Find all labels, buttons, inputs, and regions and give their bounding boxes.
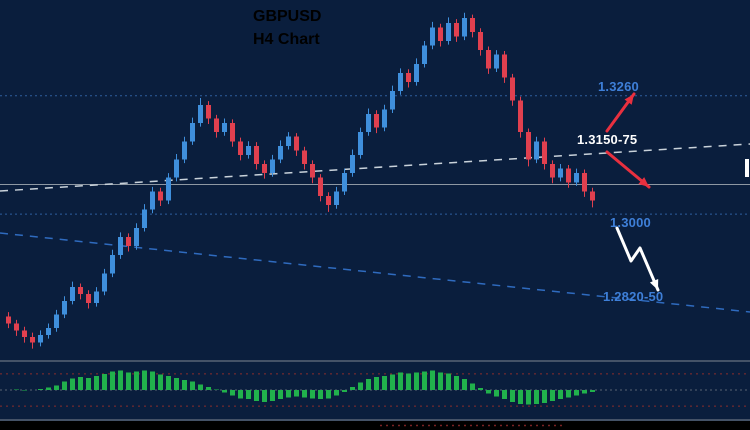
lower-support-zone-label: 1.2820-50: [603, 289, 664, 304]
chart-symbol-title: GBPUSD: [253, 8, 322, 25]
horizontal-levels-layer: [0, 95, 750, 215]
panel-separators-layer: [0, 159, 750, 430]
trendlines-layer: [0, 143, 750, 313]
scenario-arrows-layer: [605, 92, 660, 292]
chart-timeframe-title: H4 Chart: [253, 31, 320, 48]
candlestick-series: [6, 12, 595, 349]
breakdown-scenario-arrow: [615, 226, 660, 292]
bearish-scenario-arrow: [605, 150, 651, 189]
osma-histogram-series: [0, 370, 750, 407]
supply-zone-label: 1.3150-75: [577, 132, 638, 147]
bullish-scenario-arrow: [605, 92, 636, 133]
support-level-label: 1.3000: [610, 215, 651, 230]
resistance-level-label: 1.3260: [598, 79, 639, 94]
